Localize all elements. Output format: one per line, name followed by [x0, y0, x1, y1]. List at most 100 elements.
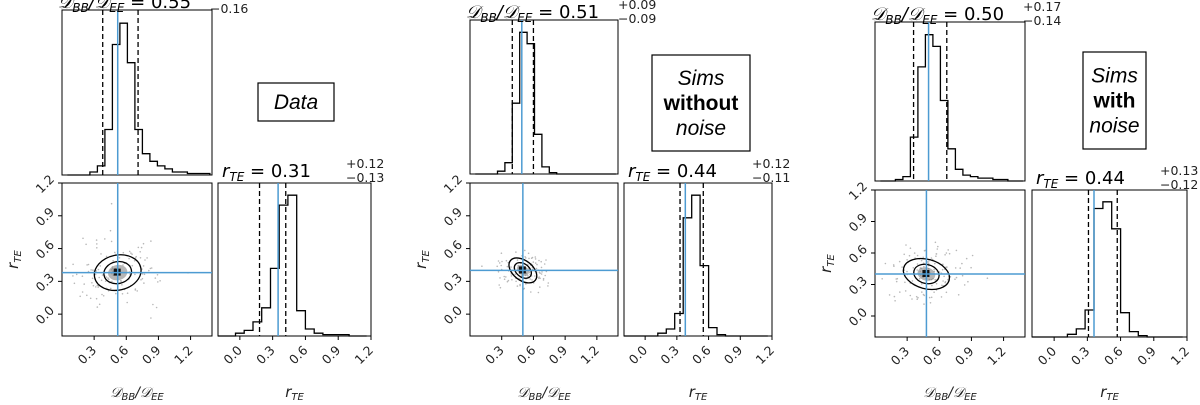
panel-3-scatter-point — [934, 279, 936, 281]
panel-1-rte-hist-axes — [217, 182, 372, 337]
panel-1-scatter-point — [121, 284, 123, 286]
panel-1-scatter-point — [101, 274, 104, 276]
panel-2-scatter-point — [538, 276, 540, 279]
panel-1-scatter-point — [96, 284, 99, 287]
panel-3-scatter-point — [930, 296, 933, 299]
panel-3-scatter-point — [913, 252, 916, 254]
panel-2-scatter-point — [506, 265, 509, 268]
panel-3-scatter-point — [959, 267, 961, 269]
panel-3-scatter-point — [928, 260, 930, 262]
panel-3-scatter-point — [903, 253, 905, 256]
panel-3-scatter-point — [893, 265, 895, 268]
panel-3-scatter-point — [957, 294, 960, 296]
panel-1-scatter-point — [141, 273, 144, 275]
panel-1-scatter-ytick-label-4: 1.2 — [32, 171, 57, 196]
panel-2-scatter-point — [514, 273, 516, 276]
panel-1-rte-xtick-label-4: 1.2 — [351, 342, 376, 367]
panel-2-scatter-point — [516, 259, 519, 261]
panel-3-scatter-point — [929, 302, 932, 304]
panel-3-scatter-ytick-label-3: 0.9 — [845, 210, 870, 235]
panel-2-rte-title-err-minus: −0.11 — [752, 170, 790, 185]
panel-2-scatter-point — [524, 255, 526, 258]
panel-3-scatter-point — [961, 262, 963, 265]
panel-3-scatter-point — [926, 261, 929, 263]
panel-1-dbb-hist-steps — [67, 22, 211, 176]
panel-2-scatter-point — [500, 252, 503, 254]
panel-2-scatter-point — [532, 261, 535, 263]
panel-2-scatter-point — [499, 286, 502, 289]
panel-2-scatter-point — [527, 274, 529, 277]
panel-1-rte-xtick-label-1: 0.3 — [253, 342, 278, 367]
panel-2-scatter-point — [534, 275, 536, 277]
panel-1-scatter-point — [72, 263, 74, 266]
panel-1-scatter-point — [86, 264, 88, 266]
panel-1-scatter-point — [95, 286, 97, 288]
panel-3-scatter-point — [965, 257, 968, 260]
panel-3-scatter-point — [904, 290, 907, 292]
panel-1-scatter-point — [131, 253, 133, 255]
panel-2-scatter-point — [515, 280, 517, 283]
panel-1-scatter-point — [130, 252, 132, 254]
panel-3-dbb-title-err-minus: −0.14 — [1023, 13, 1061, 28]
panel-2-scatter-point — [528, 271, 531, 274]
panel-2-scatter-point — [515, 251, 517, 253]
panel-1-dbb-title: 𝒟BB/𝒟EE = 0.55 — [58, 0, 191, 15]
panel-3-scatter-point — [942, 280, 944, 282]
panel-3-scatter-point — [916, 254, 919, 257]
panel-3-scatter-point — [895, 280, 898, 283]
panel-2-scatter-point — [503, 275, 506, 278]
panel-1-scatter-point — [157, 281, 159, 283]
panel-2-dbb-title-err-minus: −0.09 — [618, 11, 656, 26]
panel-2-scatter-point — [496, 265, 499, 268]
panel-3-scatter-point — [918, 277, 921, 280]
panel-1-scatter-point — [150, 267, 153, 269]
panel-3-scatter-point — [906, 270, 908, 273]
panel-1-scatter-point — [139, 251, 141, 253]
panel-3-rte-hist-axes — [1031, 189, 1188, 338]
panel-2-scatter-point — [497, 271, 500, 273]
panel-1-scatter-ytick-label-2: 0.6 — [32, 237, 57, 262]
panel-1-scatter-point — [150, 317, 152, 319]
panel-2-rte-title-err-plus: +0.12 — [752, 156, 790, 171]
panel-2-scatter-point — [534, 256, 537, 258]
panel-3-rte-xtick-label-1: 0.3 — [1068, 343, 1093, 368]
panel-1-scatter-point — [142, 265, 145, 267]
panel-2-scatter-point — [531, 256, 534, 259]
panel-1-scatter-point — [101, 293, 103, 296]
panel-1-dbb-title-text: 𝒟BB/𝒟EE = 0.55 — [58, 0, 191, 15]
panel-2-scatter-point — [527, 252, 530, 255]
panel-2-rte-hist-steps — [624, 194, 768, 337]
panel-2-scatter-point — [528, 257, 530, 260]
panel-1-scatter-xtick-label-2: 0.9 — [139, 342, 164, 367]
panel-1-scatter-point — [156, 274, 159, 276]
panel-1-scatter-point — [100, 279, 103, 282]
panel-1-scatter-point — [96, 306, 99, 308]
panel-1-scatter-point — [73, 282, 76, 285]
panel-2-rte-hist-axes — [623, 182, 773, 337]
panel-1-scatter-point — [139, 257, 142, 259]
panel-1-rte-xtick-label-0: 0.0 — [220, 342, 245, 367]
panel-3-scatter-point — [933, 291, 935, 294]
panel-2-scatter-point — [506, 280, 509, 283]
panel-2-dbb-title-text: 𝒟BB/𝒟EE = 0.51 — [466, 2, 599, 25]
panel-1-scatter-point — [86, 294, 88, 297]
panel-1-dbb-title-err-minus: −0.16 — [210, 1, 248, 16]
panel-1-scatter-point — [144, 259, 146, 261]
panel-2-scatter-point — [531, 279, 533, 281]
panel-2-scatter-point — [507, 279, 510, 282]
panel-1-scatter-point — [131, 264, 134, 267]
panel-1-scatter-point — [121, 293, 124, 295]
panel-1-scatter-point — [126, 301, 128, 304]
panel-1-scatter-points — [65, 202, 189, 319]
panel-2-dbb-hist-axes — [469, 19, 619, 175]
panel-3-scatter-point — [934, 262, 936, 265]
panel-3-rte-xtick-label-0: 0.0 — [1035, 343, 1060, 368]
panel-3-scatter-point — [888, 294, 891, 296]
panel-1-scatter-point — [95, 239, 98, 241]
panel-3-scatter-point — [881, 278, 883, 280]
panel-3-scatter-point — [934, 241, 937, 244]
panel-3-scatter-point — [943, 275, 945, 278]
panel-1-scatter-point — [91, 282, 93, 284]
panel-1-scatter-point — [104, 238, 106, 240]
